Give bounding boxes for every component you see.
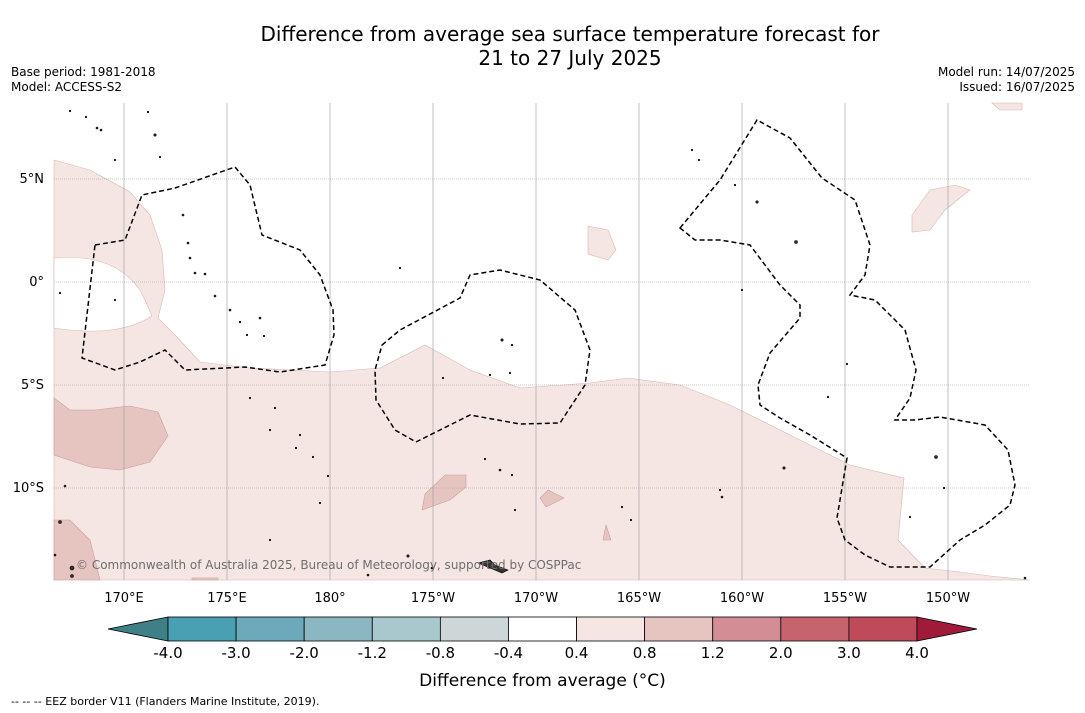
islands: [53, 109, 1027, 580]
model-run: Model run: 14/07/2025: [937, 65, 1075, 79]
title-line-2: 21 to 27 July 2025: [478, 46, 662, 70]
gridlines: [54, 103, 1030, 580]
colorbar-tick-label: 0.8: [633, 644, 657, 662]
meta-left: Base period: 1981-2018 Model: ACCESS-S2: [11, 65, 156, 95]
lat-label: 0°: [29, 275, 44, 290]
lon-label: 170°W: [514, 591, 558, 606]
colorbar-arrow-low: [107, 616, 169, 642]
meta-right: Model run: 14/07/2025 Issued: 16/07/2025: [938, 65, 1075, 95]
colorbar-tick-label: 1.2: [701, 644, 725, 662]
colorbar-tick-label: 4.0: [905, 644, 929, 662]
colorbar-label: Difference from average (°C): [419, 671, 666, 691]
lat-label: 5°S: [21, 378, 44, 393]
issued-date: Issued: 16/07/2025: [959, 80, 1075, 94]
lon-label: 170°E: [104, 591, 144, 606]
lon-label: 175°E: [207, 591, 247, 606]
colorbar-segment: [371, 616, 441, 642]
lat-label: 10°S: [13, 481, 44, 496]
anomaly-shading: [53, 102, 1031, 581]
title-line-1: Difference from average sea surface temp…: [260, 22, 880, 46]
colorbar-tick-label: -3.0: [221, 644, 250, 662]
lat-label: 5°N: [20, 172, 45, 187]
colorbar-tick-label: 2.0: [769, 644, 793, 662]
eez-legend-note: -- -- -- EEZ border V11 (Flanders Marine…: [11, 695, 320, 708]
model-name: Model: ACCESS-S2: [11, 80, 123, 94]
lon-label: 175°W: [411, 591, 455, 606]
colorbar-segment: [848, 616, 918, 642]
colorbar-segment: [167, 616, 237, 642]
colorbar: -4.0 -3.0 -2.0 -1.2 -0.8 -0.4 0.4 0.8 1.2 2.0 3.0 4…: [107, 616, 978, 662]
copyright-notice: © Commonwealth of Australia 2025, Bureau…: [76, 558, 582, 572]
colorbar-segment: [508, 616, 577, 642]
lon-label: 150°W: [926, 591, 970, 606]
colorbar-tick-label: -2.0: [290, 644, 319, 662]
colorbar-segment: [235, 616, 305, 642]
eez-borders: [81, 119, 1016, 568]
longitude-labels: 170°E 175°E 180° 175°W 170°W 165°W 160°W…: [104, 591, 970, 606]
colorbar-segment: [576, 616, 646, 642]
colorbar-segment: [644, 616, 714, 642]
lon-label: 155°W: [823, 591, 867, 606]
colorbar-tick-label: -0.4: [494, 644, 523, 662]
base-period: Base period: 1981-2018: [11, 65, 156, 79]
colorbar-segment: [303, 616, 373, 642]
lon-label: 165°W: [617, 591, 661, 606]
colorbar-segment: [439, 616, 509, 642]
colorbar-segment: [712, 616, 782, 642]
colorbar-tick-label: -0.8: [426, 644, 455, 662]
colorbar-tick-label: -4.0: [153, 644, 182, 662]
colorbar-tick-label: -1.2: [358, 644, 387, 662]
colorbar-tick-label: 3.0: [837, 644, 861, 662]
anomaly-shading-strong: [53, 397, 612, 581]
map-title: Difference from average sea surface temp…: [0, 22, 1085, 70]
colorbar-tick-label: 0.4: [565, 644, 589, 662]
colorbar-arrow-high: [916, 616, 978, 642]
colorbar-segment: [780, 616, 850, 642]
lon-label: 180°: [314, 591, 345, 606]
latitude-labels: 5°N 0° 5°S 10°S: [13, 172, 44, 496]
lon-label: 160°W: [720, 591, 764, 606]
